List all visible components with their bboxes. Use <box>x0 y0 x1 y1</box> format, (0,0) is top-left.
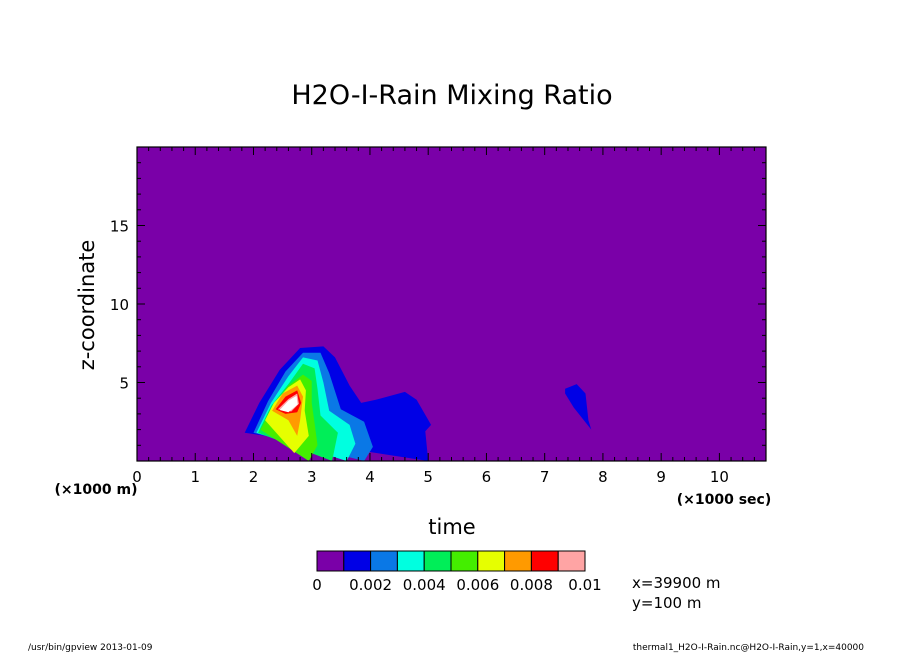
colorbar-label: 0.004 <box>403 576 446 594</box>
y-tick-label: 5 <box>119 375 129 393</box>
colorbar-swatch <box>343 550 372 572</box>
colorbar-swatch <box>316 550 345 572</box>
y-tick-label: 15 <box>110 218 129 236</box>
x-tick-label: 5 <box>423 468 433 486</box>
colorbar-swatch <box>477 550 506 572</box>
colorbar-swatch <box>530 550 559 572</box>
colorbar-label: 0.006 <box>456 576 499 594</box>
x-tick-label: 7 <box>540 468 550 486</box>
axis-ticks <box>136 146 767 462</box>
x-unit-label: (×1000 sec) <box>677 492 772 508</box>
x-tick-label: 8 <box>598 468 608 486</box>
colorbar-swatch <box>370 550 398 572</box>
x-tick-label: 2 <box>249 468 259 486</box>
x-axis-label: time <box>428 515 475 539</box>
colorbar-swatch <box>557 550 586 572</box>
y-axis-label: z-coordinate <box>75 240 99 371</box>
y-tick-label: 10 <box>110 296 129 314</box>
x-tick-label: 1 <box>190 468 200 486</box>
x-tick-labels: 0 1 2 3 4 5 6 7 8 9 10 <box>132 468 729 486</box>
x-tick-label: 9 <box>656 468 666 486</box>
contour-fills <box>244 346 592 461</box>
colorbar-label: 0.01 <box>568 576 601 594</box>
plot-area <box>136 146 767 462</box>
x-tick-label: 10 <box>710 468 729 486</box>
x-position-info: x=39900 m <box>632 574 721 592</box>
y-position-info: y=100 m <box>632 594 701 612</box>
chart-title: H2O-I-Rain Mixing Ratio <box>291 80 612 111</box>
x-tick-label: 4 <box>365 468 375 486</box>
colorbar-label: 0.008 <box>510 576 553 594</box>
footer-right: thermal1_H2O-I-Rain.nc@H2O-I-Rain,y=1,x=… <box>633 643 864 653</box>
colorbar <box>316 550 586 572</box>
colorbar-swatch <box>504 550 532 572</box>
plot-background <box>137 147 766 461</box>
footer-left: /usr/bin/gpview 2013-01-09 <box>28 643 153 653</box>
contour-level-9-region-0 <box>279 395 298 413</box>
contour-level-0-region-1 <box>565 384 592 430</box>
x-tick-label: 0 <box>132 468 142 486</box>
colorbar-label: 0.002 <box>349 576 392 594</box>
colorbar-swatch <box>450 550 479 572</box>
colorbar-label: 0 <box>312 576 322 594</box>
x-tick-label: 6 <box>482 468 492 486</box>
colorbar-swatch <box>396 550 425 572</box>
y-tick-labels: 5 10 15 <box>110 218 129 393</box>
x-tick-label: 3 <box>307 468 317 486</box>
y-unit-label: (×1000 m) <box>55 482 138 498</box>
colorbar-labels: 0 0.002 0.004 0.006 0.008 0.01 <box>312 576 601 594</box>
colorbar-swatch <box>423 550 452 572</box>
